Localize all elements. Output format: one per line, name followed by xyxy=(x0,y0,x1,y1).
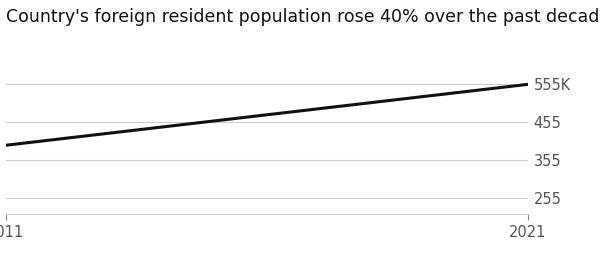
Text: Country's foreign resident population rose 40% over the past decade: Country's foreign resident population ro… xyxy=(6,8,600,26)
